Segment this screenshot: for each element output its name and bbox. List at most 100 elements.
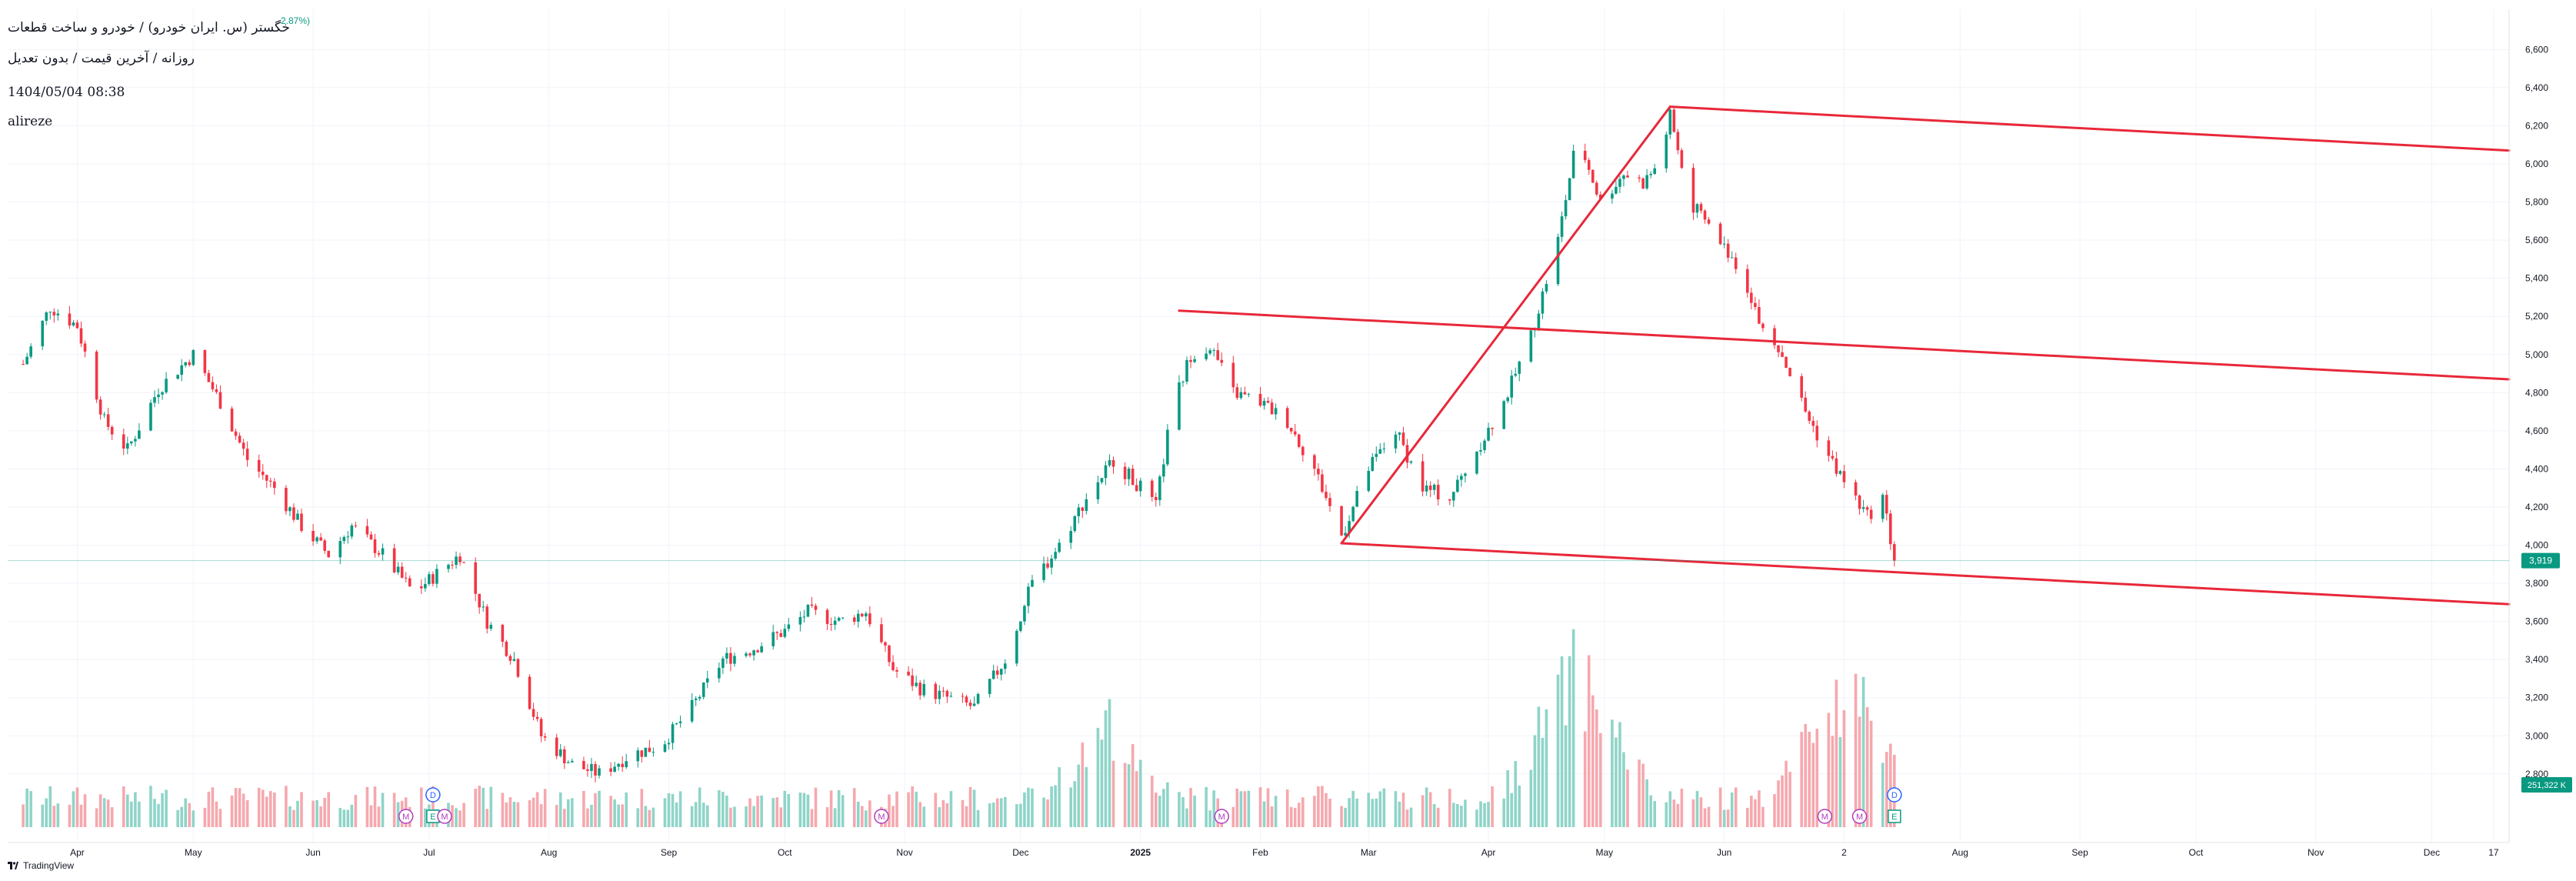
candle-body [1328,498,1331,506]
candle-body [1123,466,1127,479]
candle-body [888,645,891,662]
candle-body [1274,408,1278,415]
volume-bar [1127,764,1131,827]
candle-body [1069,531,1073,543]
volume-bar [558,792,562,827]
volume-bar [567,799,570,827]
candle-body [636,750,640,762]
volume-bar [396,802,400,827]
candle-body [68,313,72,326]
volume-bar [968,786,972,827]
volume-bar [134,792,137,827]
candle-body [176,375,179,379]
candle-body [1665,134,1668,169]
candle-body [1699,204,1703,211]
volume-bar [1212,790,1215,827]
candle-body [1479,449,1482,452]
candle-body [1231,362,1235,388]
candle-body [1722,243,1726,245]
candle-body [1054,552,1057,559]
candle-body [825,609,829,624]
volume-bar [392,793,396,827]
volume-bar [1641,763,1645,827]
volume-bar [1421,795,1425,827]
volume-bar [621,804,624,827]
volume-bar [1031,788,1034,827]
volume-bar [1100,739,1104,827]
volume-bar [1885,752,1888,827]
volume-bar [1019,803,1022,827]
volume-bar [976,809,980,827]
volume-bar [420,787,423,827]
volume-bar [261,789,265,827]
price-tick-label: 5,000 [2525,349,2548,360]
candle-body [1351,506,1355,522]
candle-body [1321,474,1324,492]
candle-body [535,716,539,719]
candle-body [1653,168,1656,174]
volume-bar [1881,763,1885,827]
candle-body [1452,492,1455,501]
volume-bar [1777,780,1780,827]
candle-body [748,653,751,656]
volume-bar [29,791,32,827]
candle-body [1313,455,1316,469]
volume-bar [1479,801,1482,827]
volume-bar [1050,786,1053,827]
volume-bar [1726,809,1730,827]
candle-body [1556,236,1560,285]
volume-bar [1541,737,1545,827]
volume-bar [350,804,354,827]
candle-body [1155,496,1158,500]
time-tick-label: Dec [2424,847,2440,858]
candle-body [432,574,435,584]
volume-bar [1773,794,1776,827]
volume-bar [1854,673,1858,827]
candle-body [1529,330,1533,362]
candle-body [995,670,999,675]
volume-bar [617,804,620,827]
volume-bar [1804,723,1808,827]
volume-bar [1734,787,1738,827]
volume-bar [1626,769,1629,827]
candle-body [1726,243,1730,258]
candle-body [218,392,222,409]
volume-bar [95,808,98,827]
volume-bar [972,789,976,827]
candle-body [1046,563,1049,568]
candle-body [138,430,141,439]
candle-body [211,382,215,389]
candle-body [1355,491,1358,507]
time-tick-label: Sep [661,847,678,858]
volume-bar [41,804,45,827]
volume-bar [941,799,945,827]
volume-bar [68,804,72,827]
volume-bar [1428,792,1432,827]
candle-body [938,690,941,699]
time-tick-label: Sep [2071,847,2088,858]
volume-bar [1135,771,1138,827]
candle-body [489,625,493,629]
volume-bar [1104,710,1108,827]
volume-bar [562,809,566,827]
volume-bar [733,806,736,827]
candle-body [1456,479,1459,492]
candle-body [130,441,133,444]
volume-bar [1487,802,1490,827]
last-price-label: 3,919 [2529,556,2552,566]
candle-body [1595,182,1598,195]
volume-bar [1178,792,1181,827]
tradingview-logo[interactable]: TradingView [8,857,74,874]
candle-body [350,525,354,537]
volume-bar [319,806,322,827]
volume-bar [1529,769,1533,827]
volume-bar [1788,772,1791,827]
volume-bar [1785,760,1788,827]
volume-bar [667,793,671,827]
time-tick-label: 2025 [1130,847,1151,858]
candle-body [1085,499,1088,511]
event-marker-label: M [402,813,409,822]
candle-body [814,606,818,610]
candle-body [1785,356,1788,369]
